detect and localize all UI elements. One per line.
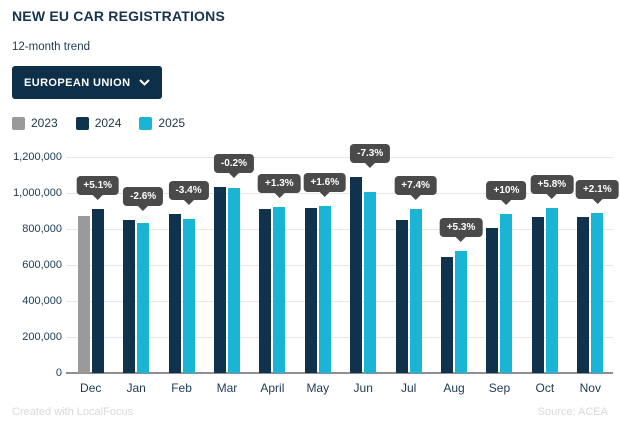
bar-2025-Mar[interactable] xyxy=(227,188,240,373)
region-dropdown-label: EUROPEAN UNION xyxy=(24,76,131,89)
legend-swatch-2024 xyxy=(75,116,89,130)
pct-change-tooltip-Dec: +5.1% xyxy=(76,176,120,196)
bar-chart: 0 200,000 400,000 600,000 800,000 1,000,000 1,… xyxy=(0,143,620,400)
bar-2024-Jun[interactable] xyxy=(350,176,363,373)
x-axis-label-Aug: Aug xyxy=(443,381,465,395)
y-axis-label: 800,000 xyxy=(22,222,62,235)
legend-label: 2025 xyxy=(158,116,186,130)
legend-item-2023: 2023 xyxy=(12,116,58,130)
pct-change-tooltip-Sep: +10% xyxy=(486,180,527,200)
bar-2025-Feb[interactable] xyxy=(182,219,195,373)
y-axis-label: 400,000 xyxy=(22,294,62,307)
y-axis-label: 1,000,000 xyxy=(13,186,62,199)
bar-2024-Aug[interactable] xyxy=(441,257,454,373)
legend-item-2025: 2025 xyxy=(139,116,185,130)
x-axis-label-Feb: Feb xyxy=(171,381,192,395)
bar-2025-Jan[interactable] xyxy=(137,223,150,373)
y-axis-label: 1,200,000 xyxy=(13,150,62,163)
pct-change-tooltip-Jan: -2.6% xyxy=(123,186,164,206)
x-axis-line xyxy=(66,372,613,374)
bar-2024-Feb[interactable] xyxy=(168,213,181,373)
bar-2024-April[interactable] xyxy=(259,208,272,373)
y-axis-label: 200,000 xyxy=(22,330,62,343)
pct-change-tooltip-Oct: +5.8% xyxy=(530,174,574,194)
bar-2024-Oct[interactable] xyxy=(531,217,544,373)
bar-2025-Nov[interactable] xyxy=(591,213,604,373)
x-axis-label-May: May xyxy=(306,381,330,395)
gridline xyxy=(66,193,613,194)
bar-2024-May[interactable] xyxy=(304,208,317,373)
bar-2024-Mar[interactable] xyxy=(213,187,226,373)
bar-2025-Oct[interactable] xyxy=(545,207,558,373)
x-axis-label-April: April xyxy=(260,381,285,395)
region-dropdown[interactable]: EUROPEAN UNION xyxy=(12,66,163,99)
legend-swatch-2025 xyxy=(139,116,153,130)
pct-change-tooltip-Mar: -0.2% xyxy=(213,154,255,174)
bar-2025-May[interactable] xyxy=(318,205,331,373)
bar-2023-Dec[interactable] xyxy=(77,216,90,373)
pct-change-tooltip-April: +1.3% xyxy=(258,173,301,193)
legend-label: 2023 xyxy=(31,116,58,130)
gridline xyxy=(66,301,613,302)
bar-2024-Jul[interactable] xyxy=(395,220,408,373)
x-axis-label-Jul: Jul xyxy=(400,381,417,395)
pct-change-tooltip-May: +1.6% xyxy=(303,172,347,192)
x-axis-label-Dec: Dec xyxy=(80,381,102,395)
chevron-down-icon xyxy=(139,79,151,86)
bar-2024-Nov[interactable] xyxy=(577,216,590,373)
legend-swatch-2023 xyxy=(12,116,25,130)
pct-change-tooltip-Feb: -3.4% xyxy=(168,180,209,200)
source-text: Source: ACEA xyxy=(537,406,608,418)
y-axis-label: 0 xyxy=(55,366,62,379)
bar-2024-Sep[interactable] xyxy=(486,227,499,373)
legend-item-2024: 2024 xyxy=(75,116,122,130)
bar-2025-Jun[interactable] xyxy=(364,191,377,373)
bar-2025-April[interactable] xyxy=(273,206,286,373)
x-axis-label-Oct: Oct xyxy=(535,381,555,395)
bar-2025-Aug[interactable] xyxy=(455,250,468,373)
pct-change-tooltip-Jun: -7.3% xyxy=(350,143,391,163)
bar-2024-Dec[interactable] xyxy=(91,209,104,373)
gridline xyxy=(66,229,613,230)
gridline xyxy=(66,157,613,158)
pct-change-tooltip-Nov: +2.1% xyxy=(575,180,619,200)
legend-label: 2024 xyxy=(94,116,122,130)
bar-2024-Jan[interactable] xyxy=(123,219,136,373)
gridline xyxy=(66,337,613,338)
chart-subtitle: 12-month trend xyxy=(12,41,90,53)
x-axis-label-Jan: Jan xyxy=(126,381,146,395)
bar-2025-Jul[interactable] xyxy=(409,208,422,373)
pct-change-tooltip-Jul: +7.4% xyxy=(394,175,437,195)
pct-change-tooltip-Aug: +5.3% xyxy=(439,217,483,237)
page-title: NEW EU CAR REGISTRATIONS xyxy=(12,8,225,24)
x-axis-label-Mar: Mar xyxy=(216,381,238,395)
gridline xyxy=(66,265,613,266)
bar-2025-Sep[interactable] xyxy=(500,213,513,373)
y-axis-label: 600,000 xyxy=(22,258,62,271)
x-axis-label-Sep: Sep xyxy=(488,381,511,395)
x-axis-label-Jun: Jun xyxy=(353,381,373,395)
credit-text: Created with LocalFocus xyxy=(12,406,134,418)
x-axis-label-Nov: Nov xyxy=(579,381,601,395)
legend: 2023 2024 2025 xyxy=(12,116,185,130)
